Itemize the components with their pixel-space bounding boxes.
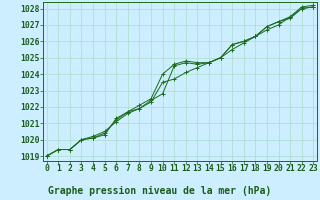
Text: Graphe pression niveau de la mer (hPa): Graphe pression niveau de la mer (hPa) xyxy=(48,186,272,196)
